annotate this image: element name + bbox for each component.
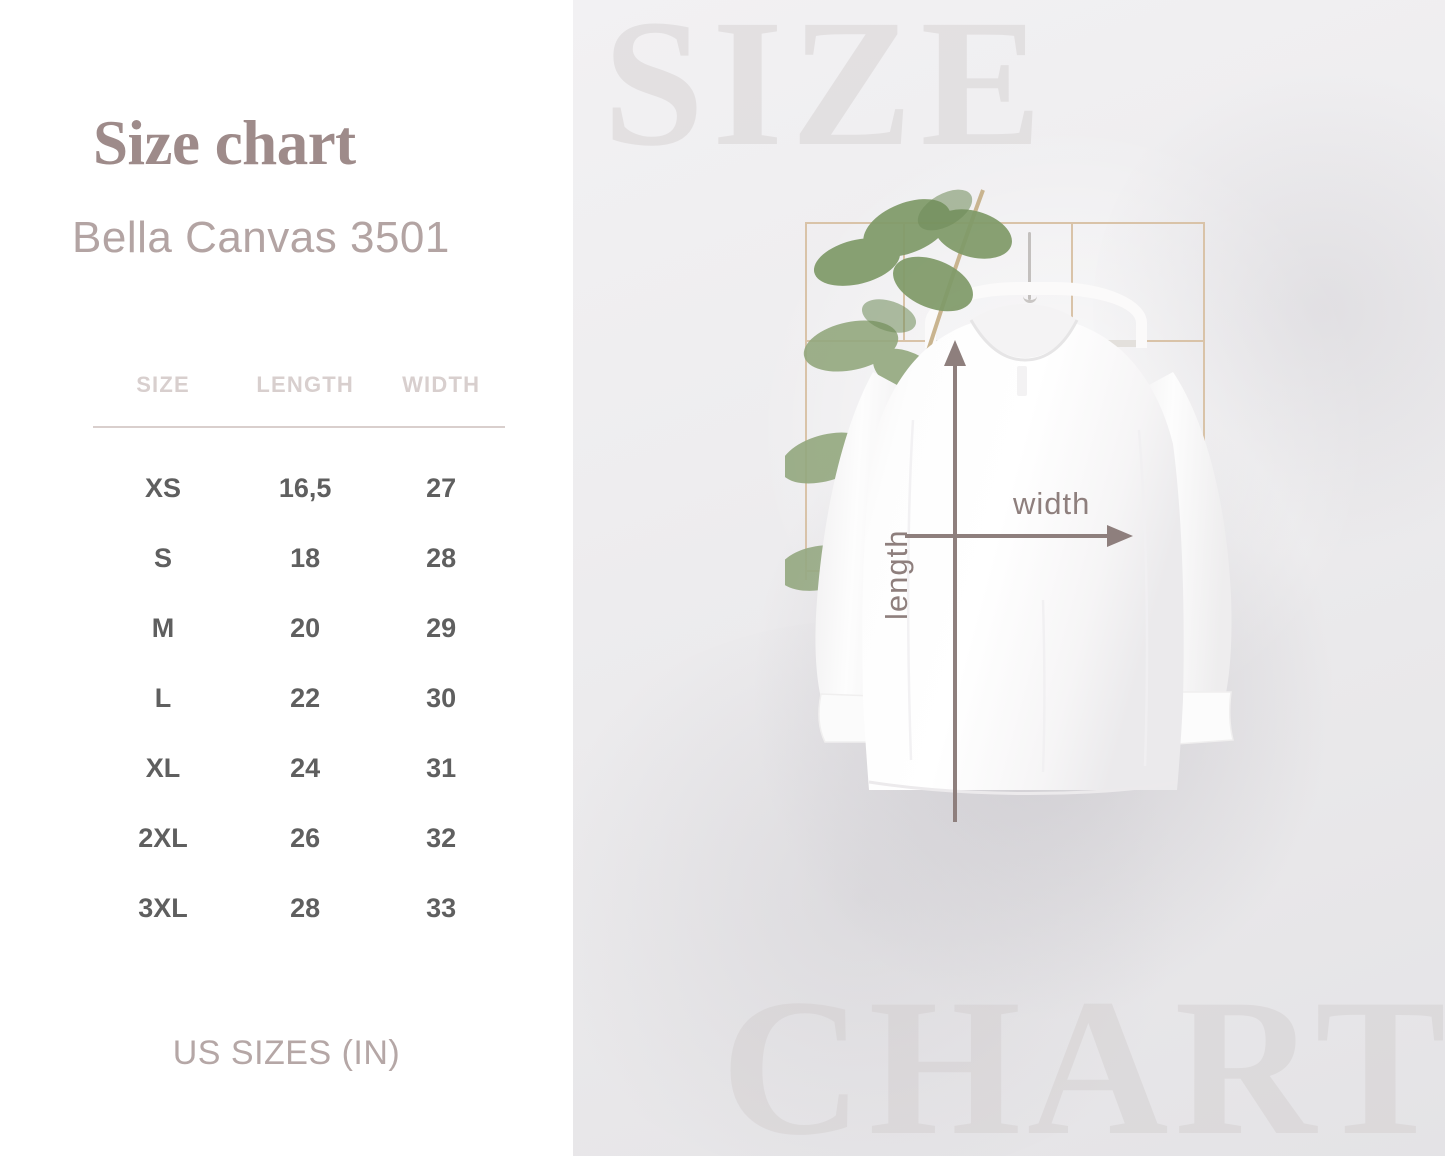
cell-width: 32: [426, 822, 457, 853]
length-label: length: [879, 529, 914, 620]
table-row: L 22 30: [93, 663, 505, 733]
info-panel: Size chart Bella Canvas 3501 SIZE LENGTH…: [0, 0, 573, 1156]
product-photo-panel: SIZE: [573, 0, 1445, 1156]
cell-width: 30: [426, 682, 457, 713]
cell-length: 24: [290, 752, 321, 783]
hanger-shoulder: [925, 282, 1147, 348]
cell-size: 2XL: [138, 822, 188, 853]
cell-size: XS: [145, 472, 182, 503]
cell-length: 22: [290, 682, 321, 713]
cell-width: 33: [426, 892, 457, 923]
cell-length: 16,5: [278, 472, 332, 503]
size-table: SIZE LENGTH WIDTH XS 16,5 27 S 18 28: [93, 372, 505, 943]
cell-width: 31: [426, 752, 457, 783]
table-row: 3XL 28 33: [93, 873, 505, 943]
cell-length: 20: [290, 612, 321, 643]
column-header-width: WIDTH: [402, 372, 481, 397]
units-note: US SIZES (IN): [172, 1034, 401, 1072]
hanger-hook-stem: [1028, 232, 1031, 300]
table-row: M 20 29: [93, 593, 505, 663]
width-label: width: [1013, 486, 1091, 521]
cell-length: 26: [290, 822, 321, 853]
cell-width: 27: [426, 472, 457, 503]
table-row: XS 16,5 27: [93, 427, 505, 523]
column-header-length: LENGTH: [256, 372, 354, 397]
cell-size: L: [154, 682, 172, 713]
table-header-row: SIZE LENGTH WIDTH: [93, 372, 505, 427]
cell-size: XL: [145, 752, 181, 783]
cell-length: 28: [290, 892, 321, 923]
cell-length: 18: [290, 542, 321, 573]
column-header-size: SIZE: [136, 372, 190, 397]
cell-width: 28: [426, 542, 457, 573]
table-row: 2XL 26 32: [93, 803, 505, 873]
cell-size: S: [154, 542, 173, 573]
hanger-hook-icon: [1023, 238, 1037, 303]
tshirt-photo: [753, 304, 1333, 1020]
cell-size: M: [151, 612, 175, 643]
grid-line-vertical: [805, 222, 807, 342]
grid-line-vertical: [1203, 222, 1205, 342]
table-row: S 18 28: [93, 523, 505, 593]
grid-line-horizontal: [805, 222, 1205, 224]
cell-width: 29: [426, 612, 457, 643]
cell-size: 3XL: [138, 892, 188, 923]
table-row: XL 24 31: [93, 733, 505, 803]
product-name: Bella Canvas 3501: [72, 213, 450, 262]
page-title: Size chart: [93, 108, 356, 178]
